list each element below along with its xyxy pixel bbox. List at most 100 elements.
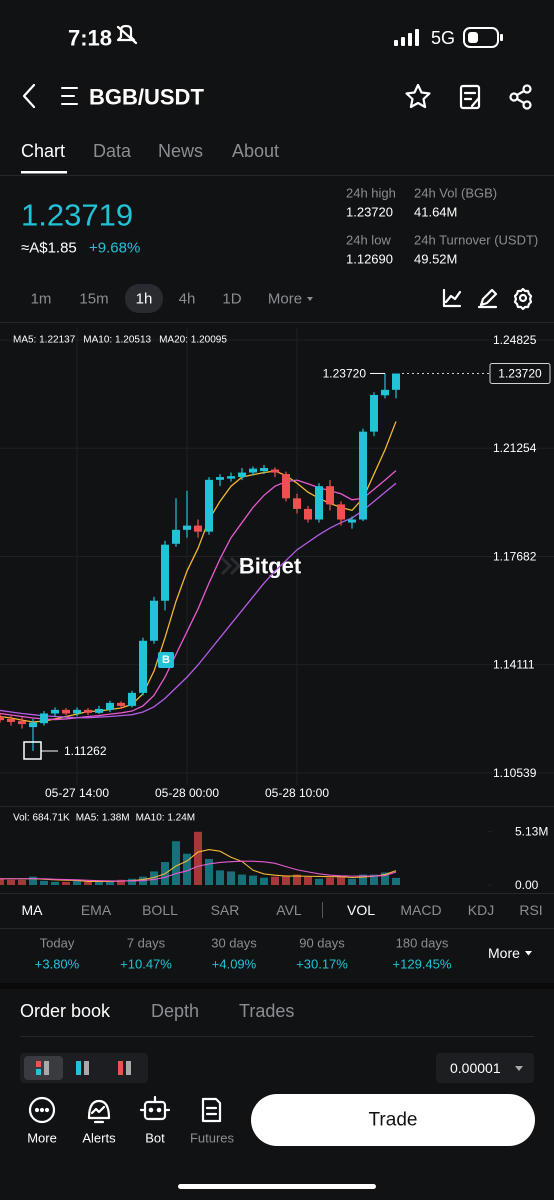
perf-label: Today (40, 936, 75, 951)
layout-bids[interactable] (76, 1061, 89, 1075)
last-price-label: 1.23720 (498, 366, 542, 380)
divider (0, 928, 554, 929)
candle-body (260, 468, 268, 472)
perf-value: +129.45% (393, 957, 452, 972)
indicator-tab[interactable]: BOLL (142, 902, 178, 918)
candle-body (315, 486, 323, 520)
divider (0, 322, 554, 323)
volume-bar (106, 880, 114, 885)
share-button[interactable] (509, 84, 532, 110)
volume-bar (249, 875, 257, 885)
watermark: Bitget (239, 554, 302, 579)
nav-label[interactable]: Bot (145, 1131, 165, 1146)
candle-body (194, 525, 202, 532)
pairs-menu[interactable] (61, 87, 78, 105)
stat-label: 24h low (346, 233, 391, 248)
indicator-tab[interactable]: EMA (81, 902, 112, 918)
volume-bar (326, 877, 334, 885)
candle-body (359, 431, 367, 520)
signal-icon (394, 29, 419, 46)
candle-body (216, 477, 224, 480)
bot-icon[interactable] (139, 1095, 171, 1121)
indicator-button[interactable] (442, 288, 462, 308)
candle-body (183, 525, 191, 530)
price-chart: 1.24825 1.21254 1.17682 1.14111 1.10539 05-27… (0, 328, 554, 800)
nav-label[interactable]: Alerts (82, 1131, 116, 1146)
indicator-tab[interactable]: AVL (276, 902, 302, 918)
layout-selected[interactable] (24, 1056, 63, 1080)
indicator-tab[interactable]: VOL (347, 902, 375, 918)
perf-more[interactable]: More (488, 945, 520, 961)
candle-body (392, 373, 400, 390)
settings-button[interactable] (513, 287, 533, 311)
stat-value: 1.12690 (346, 252, 393, 267)
tab-news[interactable]: News (158, 141, 203, 161)
candle-body (106, 702, 114, 710)
divider (0, 806, 554, 807)
tab-about[interactable]: About (232, 141, 279, 161)
tab-chart[interactable]: Chart (21, 141, 65, 161)
interval[interactable]: 15m (79, 291, 108, 308)
indicator-tab[interactable]: SAR (211, 902, 240, 918)
orderbook-tab[interactable]: Trades (239, 1001, 294, 1021)
interval[interactable]: 4h (179, 291, 196, 308)
volume-bar (260, 877, 268, 885)
volume-bar (51, 881, 59, 885)
last-price: 1.23719 (21, 198, 133, 233)
indicator-tab[interactable]: MA (22, 902, 44, 918)
volume-ma-line (0, 848, 397, 883)
volume-bar (117, 879, 125, 885)
alerts-icon[interactable] (87, 1099, 111, 1124)
tab-data[interactable]: Data (93, 141, 132, 161)
perf-label: 180 days (396, 936, 449, 951)
volume-ma-line (0, 860, 397, 882)
favorite-button[interactable] (405, 83, 431, 109)
precision-select[interactable] (436, 1053, 534, 1083)
more-icon[interactable] (28, 1096, 56, 1124)
pair-title[interactable]: BGB/USDT (89, 85, 204, 110)
indicator-tab[interactable]: MACD (400, 902, 441, 918)
volume-bar (62, 881, 70, 885)
volume-bar (282, 875, 290, 885)
stat-value: 1.23720 (346, 205, 393, 220)
y-tick-label: 1.17682 (493, 549, 537, 563)
volume-bar (271, 876, 279, 885)
indicator-tab[interactable]: RSI (519, 902, 542, 918)
interval[interactable]: 1h (136, 291, 153, 308)
candle-body (282, 474, 290, 499)
back-button[interactable] (22, 83, 36, 109)
candle-body (249, 468, 257, 473)
volume-legend: Vol: 684.71K (13, 813, 70, 824)
interval-more[interactable]: More (268, 291, 302, 308)
interval[interactable]: 1m (31, 291, 52, 308)
nav-label[interactable]: Futures (190, 1131, 235, 1146)
volume-bar (315, 878, 323, 885)
candle-body (51, 709, 59, 714)
candle-body (73, 709, 81, 714)
orderbook-tab[interactable]: Order book (20, 1001, 111, 1021)
interval[interactable]: 1D (222, 291, 241, 308)
notes-button[interactable] (459, 84, 481, 110)
nav-label[interactable]: More (27, 1131, 57, 1146)
futures-icon[interactable] (201, 1097, 222, 1123)
indicator-tab[interactable]: KDJ (468, 902, 494, 918)
stat-label: 24h Vol (BGB) (414, 186, 497, 201)
candle-body (337, 504, 345, 520)
volume-bar (337, 875, 345, 885)
layout-both (36, 1061, 49, 1075)
x-tick-label: 05-27 14:00 (45, 786, 109, 800)
y-tick-label: 1.24825 (493, 333, 537, 347)
trade-label: Trade (369, 1110, 418, 1131)
network: 5G (431, 28, 455, 48)
ma-line (0, 482, 397, 719)
layout-asks[interactable] (118, 1061, 131, 1075)
volume-bar (227, 871, 235, 885)
draw-button[interactable] (477, 288, 498, 309)
orderbook-tab[interactable]: Depth (151, 1001, 199, 1021)
divider (0, 175, 554, 176)
candle-body (238, 472, 246, 478)
trade-button[interactable] (251, 1094, 535, 1146)
candle-body (304, 508, 312, 520)
volume-bar (392, 877, 400, 885)
